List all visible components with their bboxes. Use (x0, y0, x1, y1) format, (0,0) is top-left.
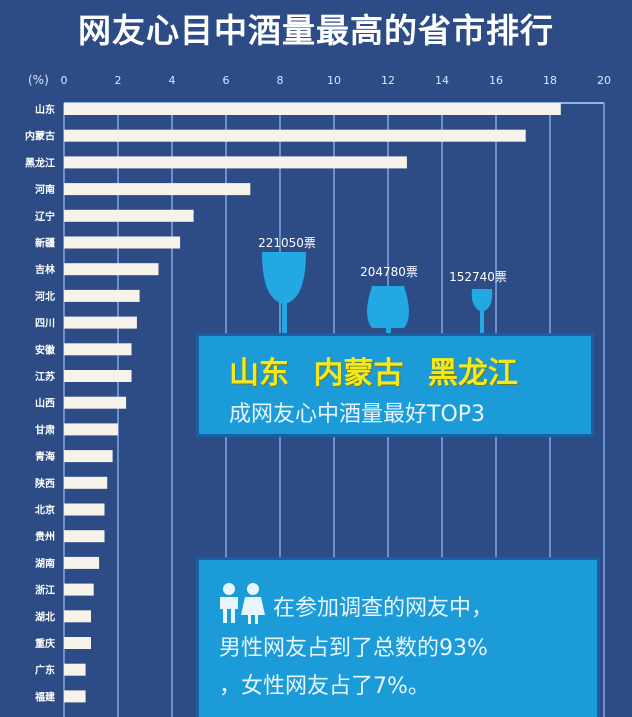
unit-label: (%) (28, 73, 49, 87)
glass-stem (480, 310, 484, 334)
x-tick-label: 2 (115, 74, 122, 87)
bar (64, 610, 91, 623)
category-label: 黑龙江 (25, 156, 55, 169)
category-label: 湖北 (35, 610, 55, 623)
bar (64, 663, 86, 676)
category-label: 广东 (35, 664, 55, 677)
bar (64, 396, 127, 409)
x-tick-label: 8 (277, 74, 284, 87)
category-label: 北京 (35, 504, 55, 517)
bar (64, 129, 526, 142)
category-label: 河南 (35, 183, 55, 196)
x-tick-label: 18 (543, 74, 557, 87)
x-tick-label: 6 (223, 74, 230, 87)
glass-stem (386, 326, 391, 334)
category-label: 四川 (35, 318, 55, 330)
vote-label: 152740票 (449, 270, 507, 284)
category-label: 青海 (35, 450, 55, 463)
bar (64, 637, 91, 649)
bar (64, 343, 132, 356)
category-label: 新疆 (35, 237, 55, 250)
x-tick-label: 20 (597, 74, 611, 87)
bar (64, 450, 113, 463)
category-label: 陕西 (35, 477, 55, 490)
x-tick-label: 12 (381, 74, 395, 87)
bar (64, 370, 132, 382)
bar (64, 209, 194, 222)
category-label: 贵州 (35, 530, 55, 543)
x-tick-label: 10 (327, 74, 341, 87)
x-tick-label: 16 (489, 74, 503, 87)
bar (64, 316, 137, 329)
bar (64, 236, 181, 249)
category-label: 福建 (34, 690, 56, 703)
category-label: 浙江 (35, 584, 55, 597)
gender-line-2: 男性网友占到了总数的93% (219, 636, 488, 661)
vote-label: 221050票 (258, 236, 316, 250)
category-label: 河北 (35, 290, 55, 303)
page-title: 网友心目中酒量最高的省市排行 (78, 11, 554, 50)
gender-callout: 在参加调查的网友中， 男性网友占到了总数的93% ，女性网友占了7%。 (196, 557, 600, 717)
category-label: 湖南 (35, 557, 55, 570)
gender-line-1: 在参加调查的网友中， (273, 596, 494, 621)
category-label: 吉林 (35, 263, 56, 276)
category-label: 重庆 (35, 637, 55, 650)
gender-line-3: ，女性网友占了7%。 (219, 674, 430, 699)
bar (64, 156, 407, 169)
bar (64, 476, 108, 489)
top3-callout: 山东 内蒙古 黑龙江 成网友心中酒量最好TOP3 (196, 333, 594, 437)
bar (64, 530, 105, 543)
vote-label: 204780票 (360, 265, 418, 279)
x-tick-label: 4 (169, 74, 176, 87)
category-label: 山西 (35, 397, 55, 410)
bar (64, 103, 561, 115)
bar (64, 289, 140, 302)
bar (64, 583, 94, 596)
small-glass-icon (471, 289, 493, 312)
bar (64, 690, 86, 703)
category-label: 辽宁 (35, 210, 55, 223)
glass-stem (282, 302, 287, 334)
category-label: 山东 (35, 103, 55, 116)
people-icon (220, 583, 265, 624)
category-label: 内蒙古 (25, 130, 55, 143)
category-label: 安徽 (35, 343, 56, 356)
bar (64, 556, 100, 569)
bar (64, 423, 118, 436)
bar (64, 503, 105, 516)
brandy-glass-icon (367, 286, 409, 328)
x-tick-label: 0 (61, 74, 68, 87)
category-label: 甘肃 (35, 423, 55, 436)
wine-glass-icon (262, 252, 306, 304)
top3-names: 山东 内蒙古 黑龙江 (229, 356, 518, 391)
bar (64, 183, 251, 196)
category-label: 江苏 (35, 370, 55, 383)
bar (64, 263, 159, 276)
top3-subtitle: 成网友心中酒量最好TOP3 (229, 402, 486, 427)
x-tick-label: 14 (435, 74, 449, 87)
